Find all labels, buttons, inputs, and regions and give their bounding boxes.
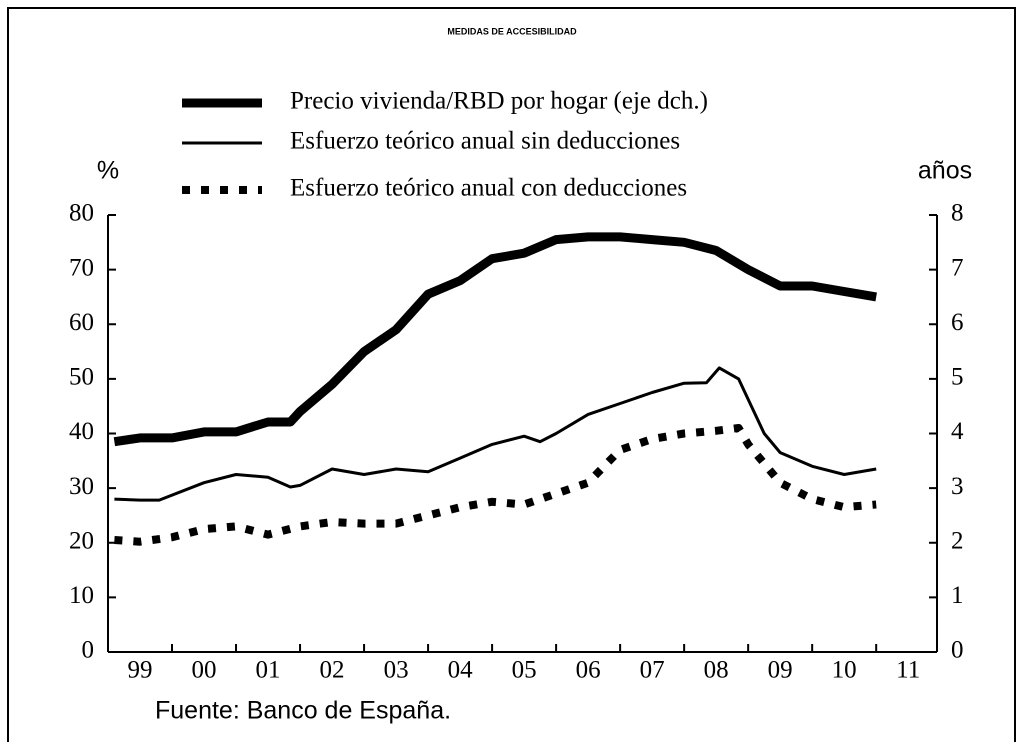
- y-tick-label: 70: [69, 254, 94, 281]
- x-tick-label: 02: [320, 657, 345, 684]
- y2-tick-label: 5: [951, 364, 964, 391]
- x-tick-label: 10: [832, 657, 857, 684]
- y2-tick-label: 1: [951, 582, 964, 609]
- y-tick-label: 60: [69, 309, 94, 336]
- y-tick-label: 10: [69, 582, 94, 609]
- y-tick-label: 50: [69, 364, 94, 391]
- y2-tick-label: 7: [951, 254, 964, 281]
- series-line: [113, 232, 877, 447]
- y-tick-label: 20: [69, 527, 94, 554]
- y2-tick-label: 3: [951, 473, 964, 500]
- x-tick-label: 01: [256, 657, 281, 684]
- frame: [7, 7, 1016, 742]
- x-tick-label: 11: [896, 657, 920, 684]
- legend-label: Esfuerzo teórico anual sin deducciones: [290, 128, 680, 155]
- y-tick-label: 0: [82, 637, 95, 664]
- y-tick-label: 40: [69, 418, 94, 445]
- x-tick-label: 07: [640, 657, 665, 684]
- y-tick-label: 80: [69, 200, 94, 227]
- x-tick-label: 09: [768, 657, 793, 684]
- y2-tick-label: 2: [951, 527, 964, 554]
- x-tick-label: 04: [448, 657, 474, 684]
- legend-label: Esfuerzo teórico anual con deducciones: [290, 175, 687, 202]
- y2-tick-label: 8: [951, 200, 964, 227]
- x-tick-label: 99: [128, 657, 153, 684]
- series-line: [114, 424, 877, 546]
- y2-tick-label: 6: [951, 309, 964, 336]
- x-tick-label: 08: [704, 657, 729, 684]
- y2-tick-label: 0: [951, 637, 964, 664]
- y2-tick-label: 4: [951, 418, 964, 445]
- x-tick-label: 03: [384, 657, 409, 684]
- x-tick-label: 06: [576, 657, 601, 684]
- y2-axis-label: años: [918, 157, 972, 185]
- x-tick-label: 00: [192, 657, 217, 684]
- y-axis-label: %: [97, 157, 119, 185]
- legend-label: Precio vivienda/RBD por hogar (eje dch.): [290, 88, 708, 115]
- series-line: [114, 366, 877, 502]
- source: Fuente: Banco de España.: [155, 697, 451, 725]
- chart-title: MEDIDAS DE ACCESIBILIDAD: [447, 26, 577, 36]
- x-tick-label: 05: [512, 657, 537, 684]
- y-tick-label: 30: [69, 473, 94, 500]
